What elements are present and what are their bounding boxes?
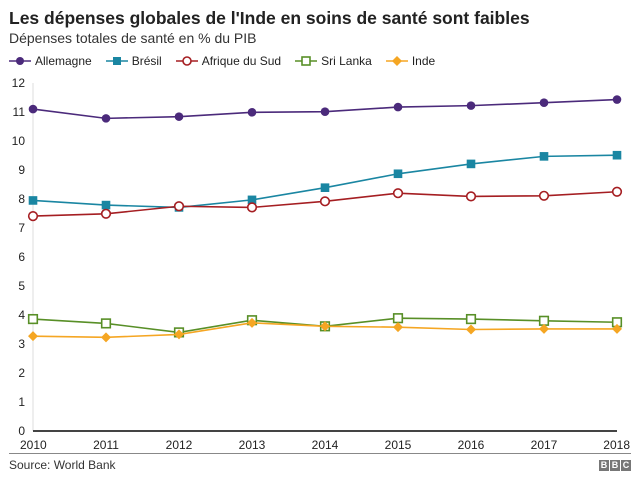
legend-item: Allemagne [9,54,92,68]
y-tick-label: 0 [18,424,25,438]
y-tick-label: 1 [18,395,25,409]
data-point [247,107,257,117]
data-point [465,313,477,325]
y-tick-label: 3 [18,337,25,351]
data-point [101,200,111,210]
data-point [173,201,185,212]
chart-subtitle: Dépenses totales de santé en % du PIB [9,30,257,46]
data-point [538,315,550,326]
data-point [28,104,38,114]
data-point [393,322,403,333]
data-point [539,152,549,161]
data-point [611,186,623,197]
legend-label: Sri Lanka [321,54,372,68]
data-point [27,211,39,222]
legend-swatch-icon [295,56,318,66]
data-point [100,208,112,219]
legend-swatch-icon [9,57,31,65]
data-point [392,188,404,199]
data-point [466,159,476,169]
y-tick-label: 7 [18,221,25,235]
x-tick-label: 2010 [20,438,47,452]
data-point [539,323,549,334]
data-point [174,329,184,340]
legend-item: Inde [385,54,436,68]
data-point [466,101,476,110]
data-point [466,324,476,335]
source-note: Source: World Bank [9,458,116,472]
data-point [320,183,330,192]
x-tick-label: 2017 [531,438,558,452]
chart-title: Les dépenses globales de l'Inde en soins… [9,8,530,28]
legend-swatch-icon [385,56,408,66]
x-tick-label: 2016 [458,438,485,452]
x-tick-label: 2014 [312,438,339,452]
data-point [392,313,404,324]
data-point [101,332,111,343]
legend-label: Brésil [131,54,162,68]
data-point [465,191,477,202]
data-point [393,102,403,112]
data-point [174,112,184,121]
data-point [612,323,622,334]
y-tick-label: 8 [18,192,25,206]
legend-label: Allemagne [35,54,92,68]
data-point [612,150,622,160]
data-point [247,195,257,205]
legend-item: Afrique du Sud [175,54,282,68]
y-tick-label: 6 [18,250,25,264]
y-tick-label: 5 [18,279,25,293]
legend-item: Sri Lanka [295,54,372,68]
legend-label: Inde [411,54,436,68]
y-tick-label: 11 [13,105,26,119]
legend: Allemagne Brésil Afrique du Sud Sri Lanka In… [9,54,435,68]
data-point [28,196,38,205]
data-point [246,202,258,213]
data-point [538,190,550,201]
legend-item: Brésil [105,54,162,68]
y-tick-label: 12 [12,76,26,90]
data-point [320,107,330,117]
divider [9,453,631,454]
data-point [27,313,39,325]
data-point [539,98,549,108]
data-point [320,321,330,332]
y-tick-label: 4 [18,308,25,322]
data-point [28,331,38,342]
x-tick-label: 2011 [93,438,119,452]
legend-swatch-icon [175,56,198,66]
x-tick-label: 2013 [239,438,266,452]
y-tick-label: 10 [12,134,26,148]
y-tick-label: 9 [18,163,25,177]
x-tick-label: 2012 [166,438,193,452]
data-point [612,95,622,104]
data-point [393,169,403,179]
x-tick-label: 2018 [603,438,630,452]
y-tick-label: 2 [18,366,25,380]
legend-swatch-icon [105,57,128,65]
data-point [319,196,331,207]
legend-label: Afrique du Sud [201,54,282,68]
data-point [101,114,111,123]
x-tick-label: 2015 [385,438,412,452]
data-point [100,318,112,329]
data-point [247,317,257,328]
